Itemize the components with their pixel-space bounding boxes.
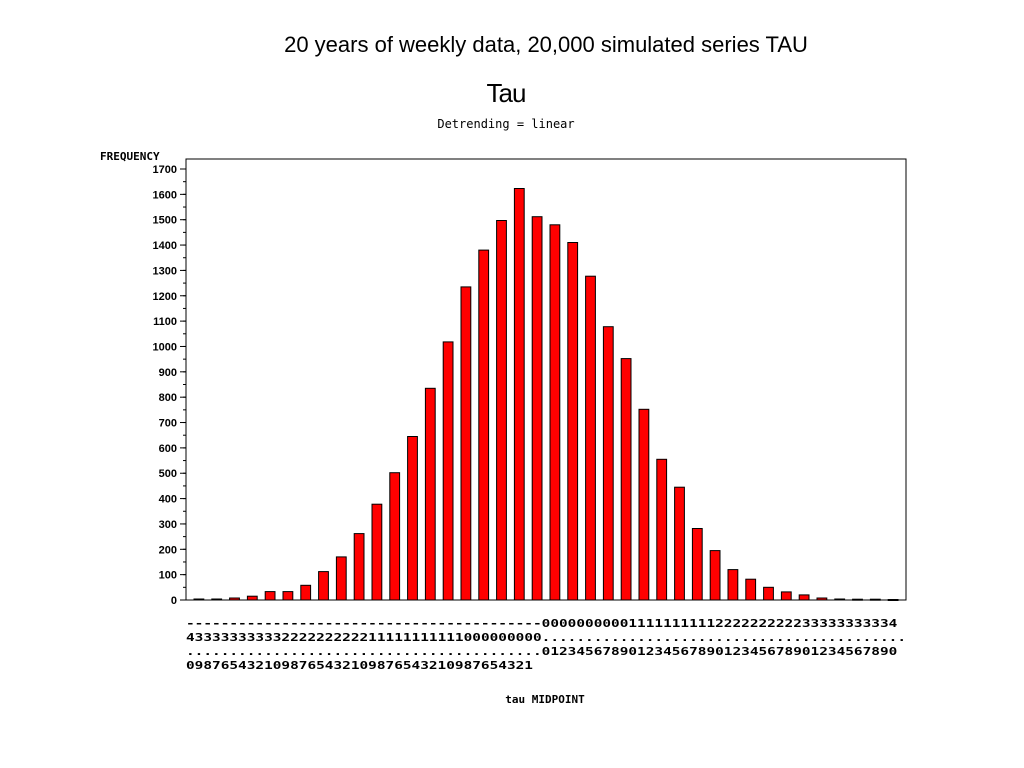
bar [246,595,258,601]
bar [229,597,240,601]
bar [852,598,863,601]
x-axis-label: tau MIDPOINT [505,693,585,706]
bar [798,594,810,601]
bar [656,458,668,601]
y-tick-label: 1100 [153,316,177,328]
bar [496,220,507,601]
chart-subtitle: Detrending = linear [437,117,575,131]
bar [424,387,436,601]
bar [816,597,828,601]
bar [674,486,685,601]
y-tick-label: 1400 [153,240,177,252]
bar [620,358,632,601]
bar [300,584,312,601]
y-tick-label: 1300 [153,265,177,277]
bar [887,599,899,601]
y-tick-label: 400 [159,494,177,506]
slide-title: 20 years of weekly data, 20,000 simulate… [284,32,808,57]
bar [442,341,454,601]
bar [513,188,525,601]
bar [407,436,418,601]
y-tick-label: 700 [159,418,177,430]
bar [371,503,383,601]
bar [353,533,365,601]
bar [869,598,881,601]
y-tick-label: 1700 [153,164,177,176]
y-tick-label: 1200 [153,291,177,303]
x-tick-label-row: ........................................… [186,646,897,658]
bar [389,472,401,601]
bar [211,598,223,601]
bar [567,242,579,601]
bar [318,571,329,601]
y-tick-label: 500 [159,468,177,480]
y-tick-label: 800 [159,392,177,404]
bar [585,275,596,601]
y-tick-label: 1600 [153,189,177,201]
y-tick-label: 1500 [153,215,177,227]
bar [335,556,347,601]
bar [691,528,703,601]
chart-title: Tau [486,78,527,108]
y-tick-label: 300 [159,519,177,531]
x-tick-label-row: ----------------------------------------… [186,618,897,630]
y-tick-label: 100 [159,570,177,582]
bar [460,286,472,601]
bar [745,578,757,601]
y-tick-label: 1000 [153,341,177,353]
bar [193,598,205,601]
x-tick-label-row: 4333333333322222222221111111111100000000… [186,632,906,644]
bar [780,591,792,601]
bar [282,591,294,601]
bar [709,550,721,601]
bar [531,216,543,601]
y-tick-label: 0 [171,595,177,607]
bar [727,569,739,601]
y-axis-label: FREQUENCY [100,150,160,163]
y-tick-label: 200 [159,544,177,556]
bar [478,249,490,601]
bar [834,598,846,601]
y-tick-label: 600 [159,443,177,455]
bar [638,408,650,601]
bar [549,224,561,601]
y-tick-label: 900 [159,367,177,379]
bar [264,591,276,601]
bar [602,326,614,601]
bar [763,586,774,601]
plot-frame [185,158,907,601]
x-tick-label-row: 0987654321098765432109876543210987654321 [186,660,533,672]
